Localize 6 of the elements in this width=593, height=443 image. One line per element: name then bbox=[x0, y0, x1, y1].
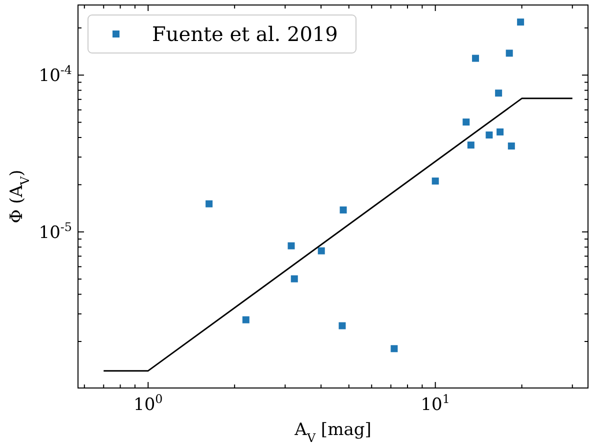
x-tick-label: 10$^{1}$ bbox=[420, 392, 450, 415]
legend-label: Fuente et al. 2019 bbox=[152, 22, 338, 46]
y-tick-label: 10$^{-4}$ bbox=[38, 63, 72, 86]
x-tick-label: 10$^{0}$ bbox=[134, 392, 163, 415]
x-axis-title: A$_{V}$ [mag] bbox=[294, 420, 372, 443]
y-tick-label: 10$^{-5}$ bbox=[38, 220, 72, 243]
